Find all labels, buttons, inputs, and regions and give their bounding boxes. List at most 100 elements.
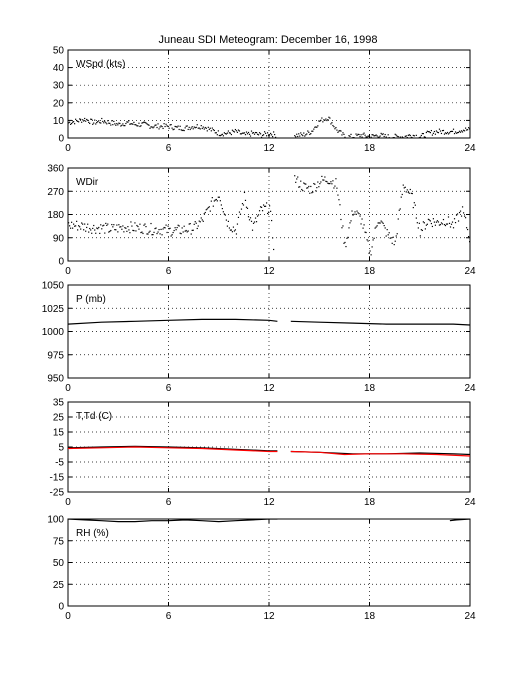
x-tick-label: 6	[166, 383, 172, 394]
data-point	[153, 231, 155, 233]
data-point	[316, 187, 318, 189]
data-point	[467, 235, 470, 238]
data-point	[462, 129, 465, 131]
data-point	[440, 132, 443, 135]
data-point	[93, 224, 95, 227]
data-point	[207, 207, 209, 209]
data-point	[203, 213, 205, 215]
data-point	[393, 243, 395, 246]
data-point	[324, 176, 326, 178]
data-point	[335, 126, 337, 129]
data-point	[112, 124, 114, 126]
data-point	[264, 205, 267, 207]
x-tick-label: 0	[65, 266, 71, 277]
data-point	[94, 229, 96, 231]
data-point	[101, 117, 103, 120]
data-point	[144, 223, 146, 225]
data-point	[136, 125, 138, 127]
data-point	[125, 122, 127, 125]
data-point	[295, 136, 297, 138]
data-point	[213, 200, 215, 202]
data-point	[318, 120, 320, 122]
data-point	[464, 127, 467, 129]
data-point	[390, 237, 392, 239]
data-point	[240, 208, 243, 210]
data-point	[131, 225, 133, 227]
data-point	[388, 137, 390, 138]
data-point	[109, 122, 111, 125]
data-point	[87, 223, 89, 225]
data-point	[174, 125, 176, 128]
data-point	[272, 136, 274, 138]
data-point	[467, 127, 470, 129]
data-point	[125, 227, 127, 229]
data-point	[70, 123, 72, 125]
data-point	[69, 225, 71, 227]
data-point	[367, 240, 369, 242]
x-tick-label: 24	[464, 383, 476, 394]
data-point	[272, 237, 274, 239]
data-point	[223, 132, 225, 134]
data-point	[318, 186, 320, 188]
data-point	[183, 129, 185, 132]
data-point	[401, 193, 403, 196]
data-point	[355, 133, 357, 135]
data-point	[133, 230, 135, 232]
data-point	[132, 123, 134, 125]
data-point	[453, 218, 456, 220]
data-point	[221, 207, 223, 210]
data-point	[428, 131, 430, 133]
data-point	[161, 125, 163, 128]
data-point	[131, 123, 133, 125]
data-point	[184, 127, 186, 129]
data-point	[350, 220, 352, 222]
data-point	[77, 229, 79, 231]
data-point	[258, 210, 261, 212]
data-point	[461, 206, 464, 208]
data-point	[265, 202, 268, 204]
data-point	[141, 122, 143, 124]
data-point	[310, 185, 312, 188]
data-point	[343, 242, 345, 244]
data-point	[82, 223, 84, 225]
data-point	[262, 204, 265, 206]
data-point	[252, 132, 255, 134]
data-point	[437, 221, 440, 223]
data-point	[439, 224, 442, 226]
data-point	[145, 226, 147, 228]
data-point	[347, 236, 349, 238]
data-point	[141, 231, 143, 233]
x-tick-label: 12	[263, 266, 275, 277]
data-point	[201, 127, 203, 130]
data-point	[206, 130, 208, 132]
data-point	[390, 137, 392, 138]
data-point	[241, 202, 244, 205]
data-point	[100, 224, 102, 226]
data-point	[168, 228, 170, 230]
data-point	[261, 134, 264, 137]
data-point	[205, 127, 207, 129]
data-point	[371, 246, 373, 248]
data-point	[209, 210, 211, 212]
data-point	[74, 123, 76, 125]
panel-1: 0 6 12 18 24 0 10 20 30 40 50 WSpd (kts)	[53, 46, 476, 155]
data-point	[313, 128, 315, 130]
data-point	[296, 178, 298, 180]
data-point	[241, 132, 244, 134]
x-tick-label: 0	[65, 143, 71, 154]
data-point	[378, 222, 380, 224]
data-point	[89, 122, 91, 125]
data-point	[302, 190, 304, 192]
data-point	[158, 228, 160, 231]
y-tick-label: 90	[53, 233, 65, 244]
data-point	[229, 132, 232, 134]
x-tick-label: 18	[364, 611, 376, 622]
data-point	[412, 134, 414, 137]
data-point	[215, 198, 217, 201]
data-point	[247, 131, 250, 134]
data-point	[176, 226, 178, 229]
x-tick-label: 24	[464, 266, 476, 277]
data-point	[86, 118, 88, 121]
data-point	[217, 196, 219, 198]
